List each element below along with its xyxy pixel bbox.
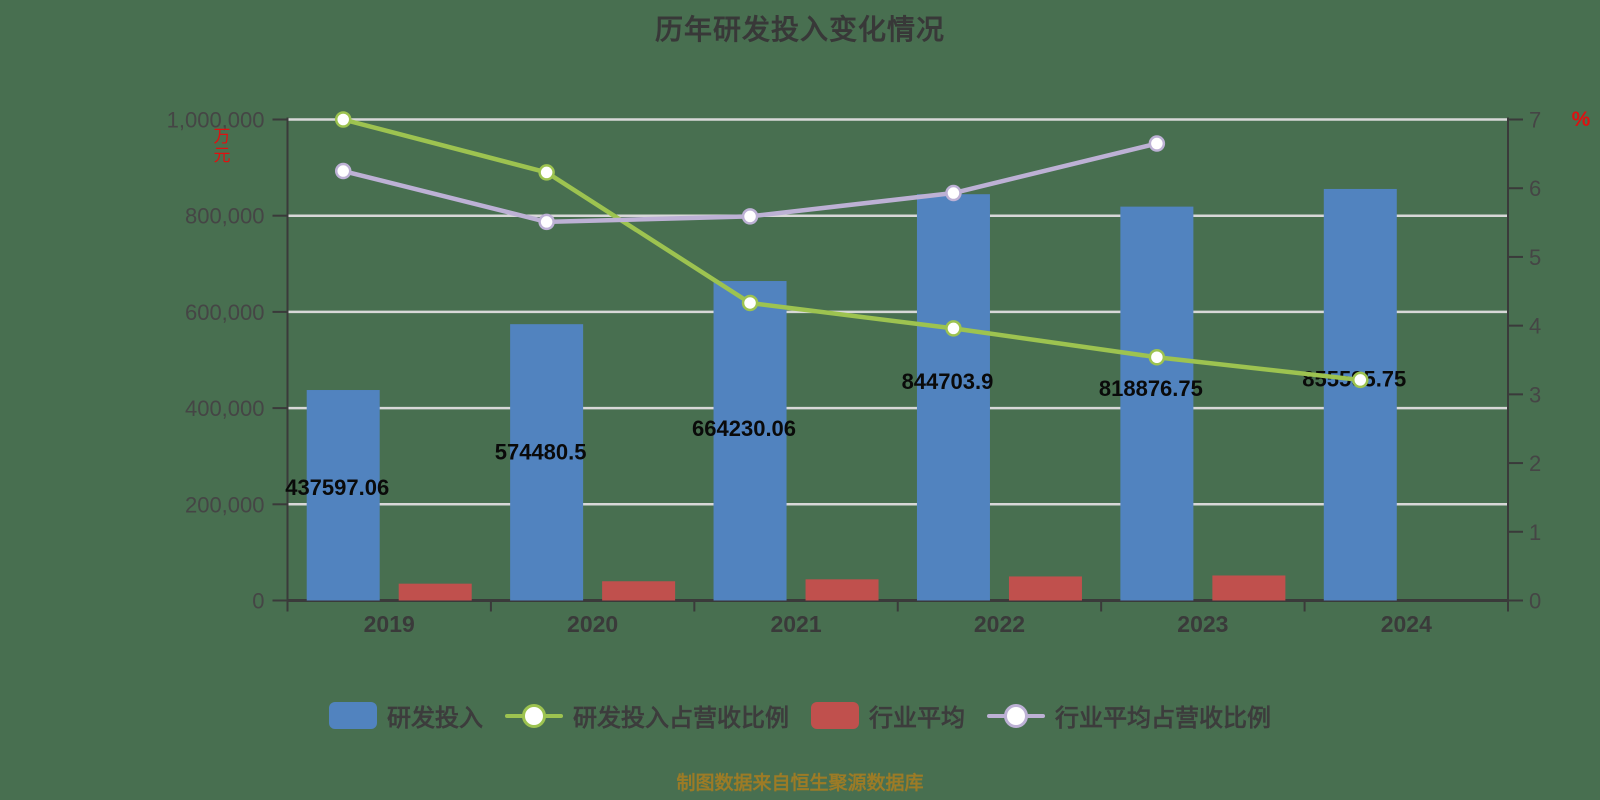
bar-data-label-2019: 437597.06 bbox=[285, 475, 389, 500]
bar-data-label-2022: 844703.9 bbox=[902, 369, 994, 394]
left-axis-tick-label: 600,000 bbox=[185, 300, 265, 325]
legend-item-rd-ratio[interactable]: 研发投入占营收比例 bbox=[505, 698, 789, 733]
legend: 研发投入 研发投入占营收比例 行业平均 行业平均占营收比例 bbox=[0, 698, 1600, 733]
industry-ratio-circle-swatch bbox=[1004, 703, 1028, 728]
legend-label-rd-investment: 研发投入 bbox=[387, 705, 483, 732]
rd-ratio-point-2024[interactable] bbox=[1352, 371, 1369, 389]
industry-average-bar-2021[interactable] bbox=[805, 579, 879, 601]
bar-data-label-2023: 818876.75 bbox=[1099, 376, 1203, 401]
legend-item-industry-average[interactable]: 行业平均 bbox=[811, 698, 965, 733]
industry-average-bar-2022[interactable] bbox=[1008, 576, 1082, 601]
industry-ratio-point-2021[interactable] bbox=[741, 208, 759, 225]
industry-average-bar-2019[interactable] bbox=[398, 583, 472, 601]
legend-item-rd-investment[interactable]: 研发投入 bbox=[329, 698, 483, 733]
industry-ratio-point-2020[interactable] bbox=[538, 213, 555, 231]
right-axis-tick-label: 6 bbox=[1529, 176, 1541, 201]
left-axis-tick-label: 0 bbox=[252, 589, 264, 614]
rd-investment-swatch-icon bbox=[329, 702, 377, 729]
rd-ratio-point-2019[interactable] bbox=[334, 111, 352, 128]
right-axis-tick-label: 3 bbox=[1529, 382, 1541, 407]
rd-ratio-point-2020[interactable] bbox=[538, 164, 555, 181]
legend-label-industry-ratio: 行业平均占营收比例 bbox=[1055, 705, 1271, 732]
rd-ratio-point-2023[interactable] bbox=[1148, 349, 1166, 366]
right-axis-tick-label: 7 bbox=[1529, 108, 1541, 133]
right-axis-tick-label: 4 bbox=[1529, 314, 1541, 339]
bar-data-label-2021: 664230.06 bbox=[692, 416, 796, 441]
left-axis-tick-label: 400,000 bbox=[185, 396, 265, 421]
industry-average-bar-2020[interactable] bbox=[602, 581, 676, 601]
industry-ratio-point-2023[interactable] bbox=[1148, 135, 1166, 152]
x-axis-year-label-2023: 2023 bbox=[1177, 611, 1228, 637]
industry-ratio-line-marker-icon bbox=[987, 703, 1045, 729]
industry-ratio-point-2022[interactable] bbox=[945, 184, 962, 202]
left-axis-tick-label: 200,000 bbox=[185, 492, 265, 517]
left-axis-tick-label: 800,000 bbox=[185, 204, 265, 229]
left-axis-tick-label: 1,000,000 bbox=[167, 108, 265, 133]
rd-ratio-line[interactable] bbox=[340, 117, 1363, 383]
x-axis-year-label-2024: 2024 bbox=[1381, 611, 1432, 637]
bar-data-label-2020: 574480.5 bbox=[495, 439, 587, 464]
rd-investment-bar-2022[interactable] bbox=[916, 194, 990, 601]
rd-ratio-point-2022[interactable] bbox=[945, 320, 962, 337]
left-axis-unit: 元 bbox=[214, 146, 231, 165]
rd-investment-bar-2020[interactable] bbox=[510, 324, 584, 601]
rd-ratio-circle-swatch bbox=[522, 703, 546, 728]
x-axis-year-label-2021: 2021 bbox=[770, 611, 821, 637]
rd-ratio-line-marker-icon bbox=[505, 703, 563, 729]
industry-average-swatch-icon bbox=[811, 702, 859, 729]
rd-investment-bar-2019[interactable] bbox=[306, 390, 380, 601]
right-axis-tick-label: 1 bbox=[1529, 520, 1541, 545]
rd-investment-bar-2023[interactable] bbox=[1120, 206, 1194, 601]
industry-average-bar-2023[interactable] bbox=[1212, 575, 1286, 601]
rd-investment-bar-2021[interactable] bbox=[713, 281, 787, 601]
x-axis-year-label-2020: 2020 bbox=[567, 611, 618, 637]
chart-title: 历年研发投入变化情况 bbox=[654, 14, 945, 45]
x-axis-year-label-2019: 2019 bbox=[364, 611, 415, 637]
rd-investment-bar-2024[interactable] bbox=[1323, 188, 1397, 601]
legend-label-industry-average: 行业平均 bbox=[869, 705, 965, 732]
right-axis-unit: % bbox=[1572, 108, 1591, 131]
source-note: 制图数据来自恒生聚源数据库 bbox=[676, 773, 924, 794]
legend-label-rd-ratio: 研发投入占营收比例 bbox=[573, 705, 789, 732]
x-axis-year-label-2022: 2022 bbox=[974, 611, 1025, 637]
right-axis-tick-label: 5 bbox=[1529, 245, 1541, 270]
rd-ratio-point-2021[interactable] bbox=[741, 294, 759, 312]
legend-item-industry-ratio[interactable]: 行业平均占营收比例 bbox=[987, 698, 1271, 733]
right-axis-tick-label: 2 bbox=[1529, 451, 1541, 476]
industry-ratio-point-2019[interactable] bbox=[334, 162, 352, 180]
right-axis-tick-label: 0 bbox=[1529, 589, 1541, 614]
left-axis-unit: 万 bbox=[214, 127, 231, 146]
